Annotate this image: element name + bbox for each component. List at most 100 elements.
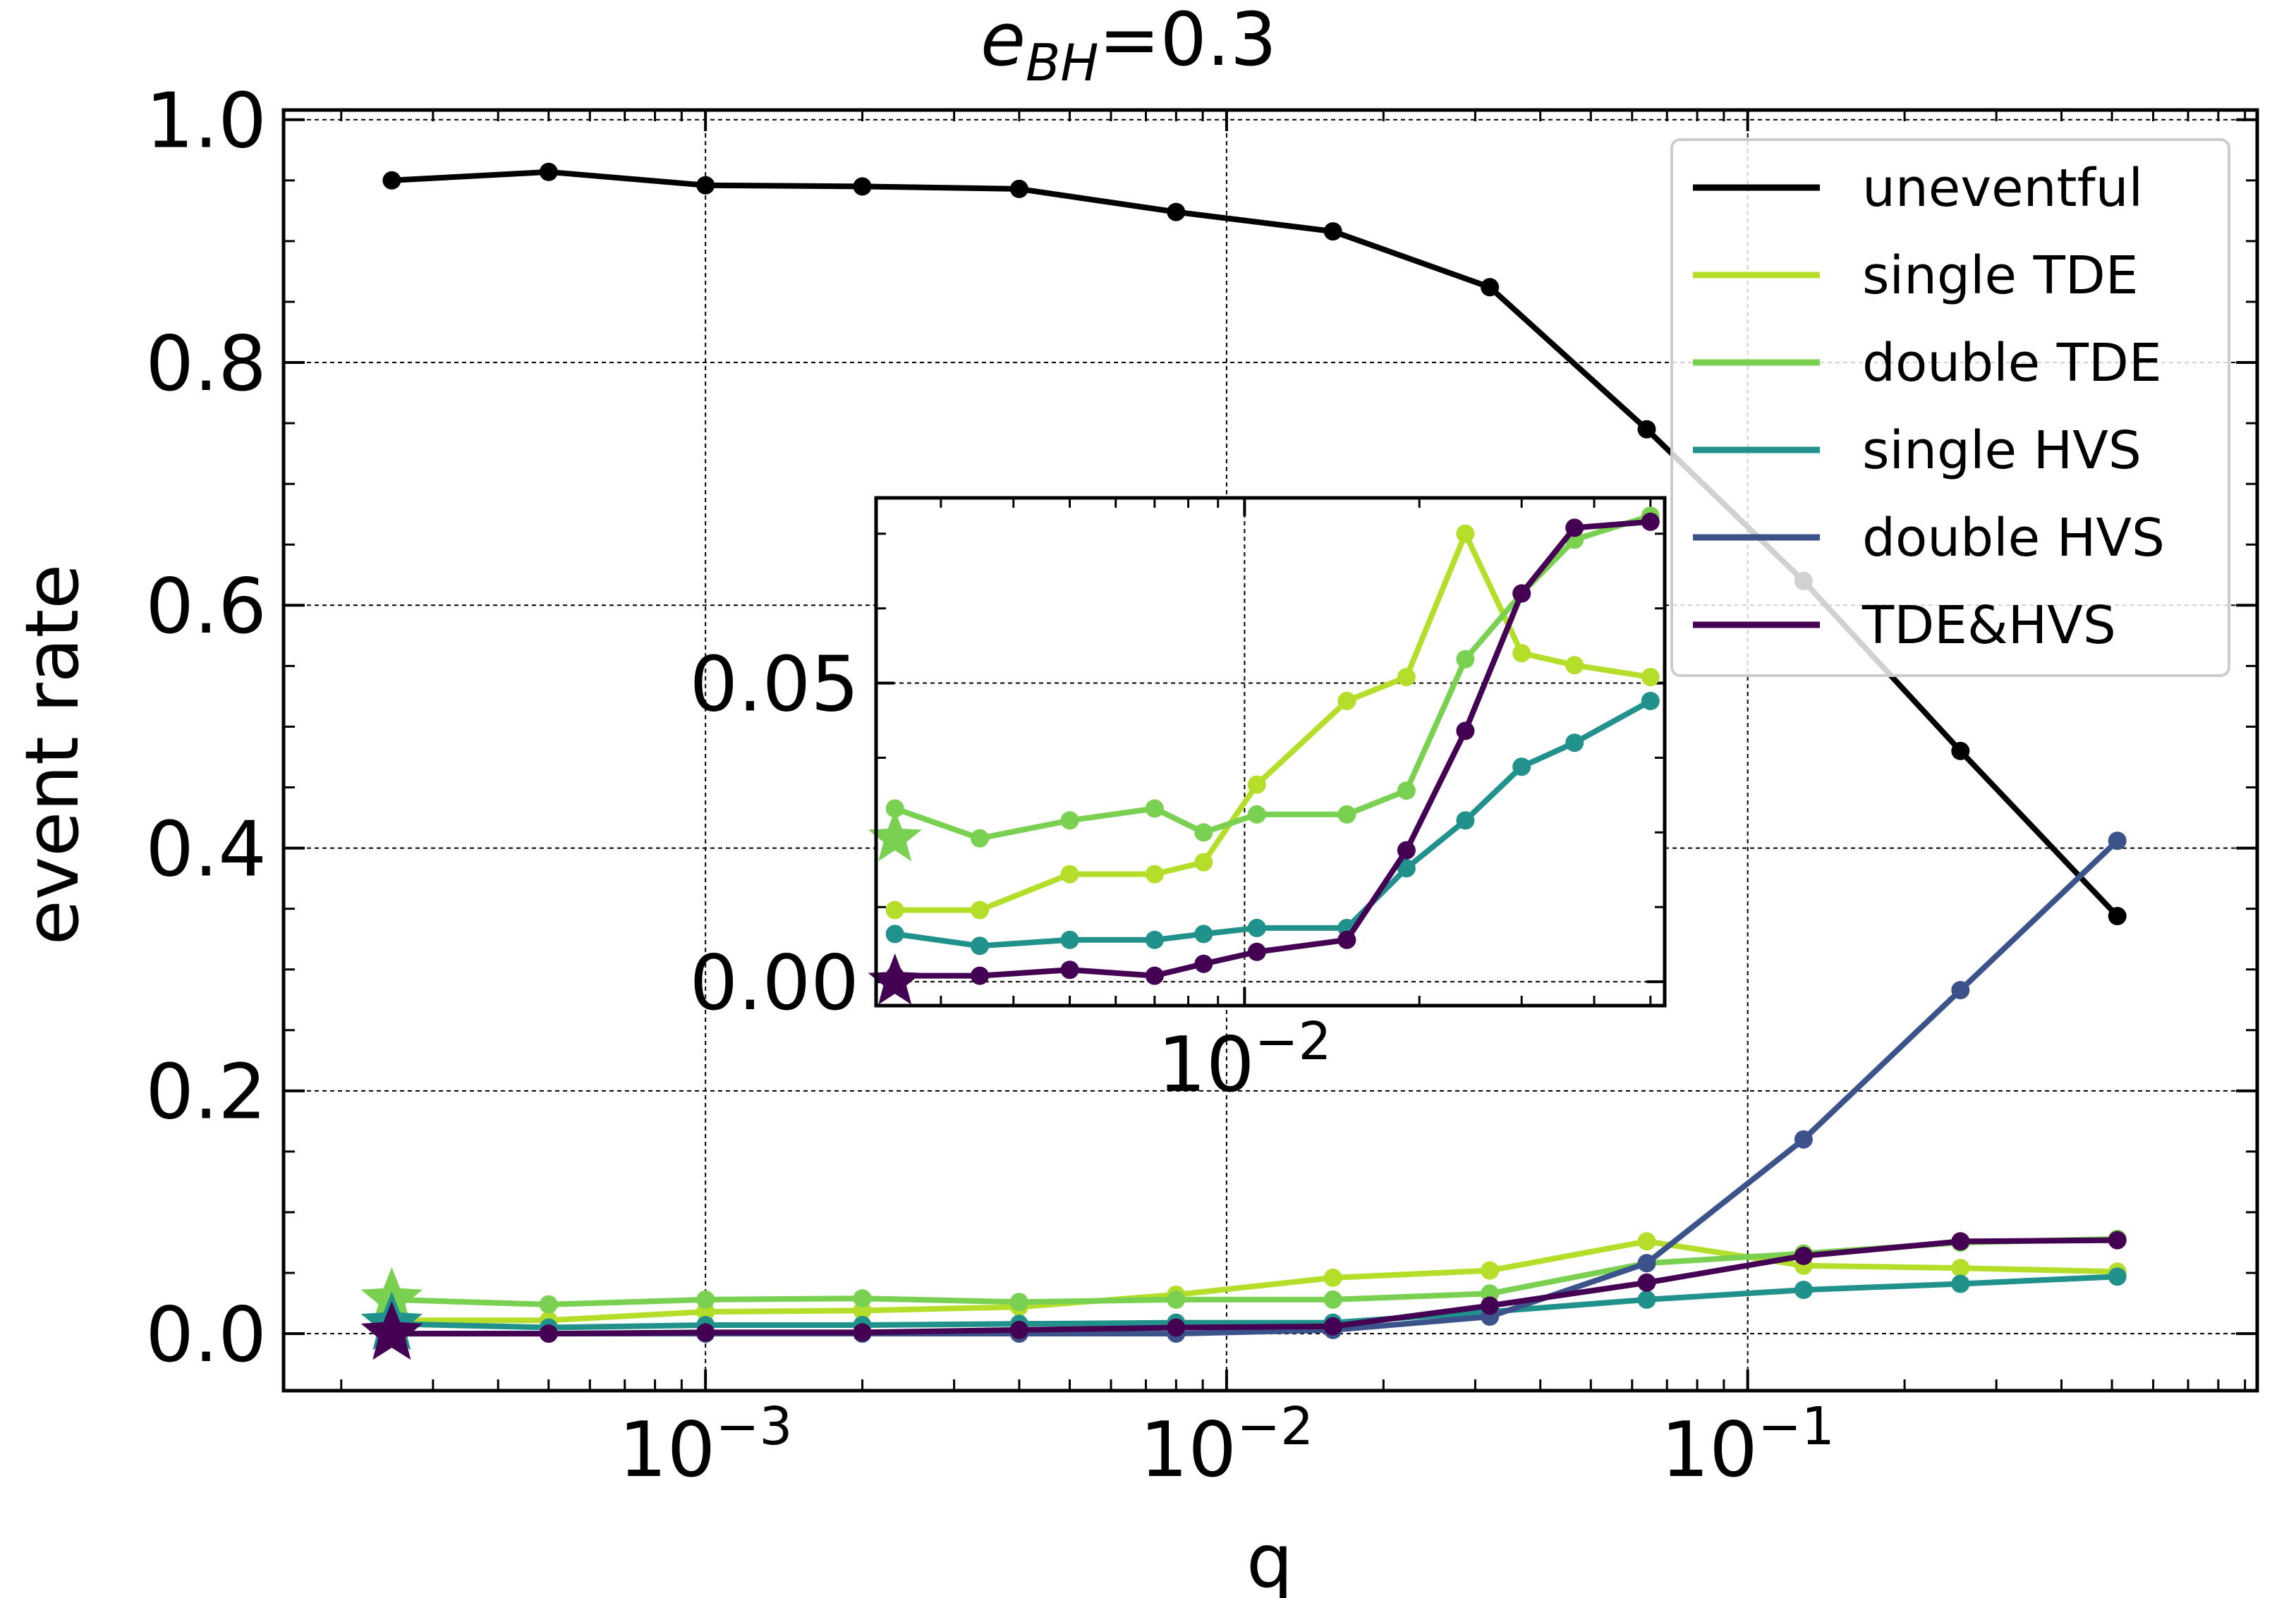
main-y-tick-label: 1.0 xyxy=(145,78,267,166)
main-point-single-tde xyxy=(1323,1268,1342,1287)
inset-point-single-tde xyxy=(885,901,904,920)
inset-point-tde-and-hvs xyxy=(1512,584,1531,603)
inset-point-tde-and-hvs xyxy=(1641,512,1660,531)
main-point-single-tde xyxy=(1951,1259,1970,1278)
main-x-tick-label: 10−1 xyxy=(1660,1396,1835,1494)
inset-point-single-hvs xyxy=(1641,692,1660,710)
main-point-uneventful xyxy=(696,176,715,195)
inset-point-double-tde xyxy=(1145,799,1164,818)
inset-point-single-hvs xyxy=(1247,918,1266,937)
legend-entry-single-tde: single TDE xyxy=(1693,245,2139,306)
main-tick-labels: 0.00.20.40.60.81.010−3 10−2 10−1 xyxy=(145,78,1835,1495)
main-point-tde-and-hvs xyxy=(696,1323,715,1342)
inset-point-tde-and-hvs xyxy=(1565,518,1584,537)
inset-line-single-hvs xyxy=(894,698,1652,949)
main-point-uneventful xyxy=(382,171,401,190)
x-axis-label: q xyxy=(1246,1518,1293,1598)
inset-point-single-tde xyxy=(1397,668,1416,687)
inset-point-single-hvs xyxy=(1456,811,1475,830)
main-ticks xyxy=(284,110,2257,1391)
inset-point-tde-and-hvs xyxy=(971,966,989,985)
legend-label-uneventful: uneventful xyxy=(1862,158,2143,219)
main-point-tde-and-hvs xyxy=(1481,1296,1500,1315)
main-series-tde-and-hvs xyxy=(382,1231,2127,1343)
inset-point-single-tde xyxy=(1194,853,1213,872)
main-point-uneventful xyxy=(1167,202,1186,221)
legend: uneventful single TDE double TDE single HVS… xyxy=(1670,138,2230,677)
main-point-tde-and-hvs xyxy=(1167,1318,1186,1337)
inset-point-double-tde xyxy=(885,799,904,818)
legend-label-double-hvs: double HVS xyxy=(1862,508,2165,568)
inset-point-double-tde xyxy=(1456,649,1475,669)
main-point-double-tde xyxy=(539,1295,558,1314)
inset-axes-frame xyxy=(874,496,1667,1008)
inset-line-tde-and-hvs xyxy=(894,518,1651,979)
inset-point-double-tde xyxy=(1247,805,1266,824)
main-point-uneventful xyxy=(1951,741,1970,760)
inset-point-single-tde xyxy=(1060,865,1079,884)
main-point-double-tde xyxy=(1323,1290,1342,1309)
inset-tick-labels: 0.00 0.05 10−2 xyxy=(690,640,1332,1109)
tick-base: 10 xyxy=(1158,1021,1254,1109)
main-point-double-tde xyxy=(853,1289,872,1308)
inset-point-double-tde xyxy=(1397,781,1416,800)
inset-point-tde-and-hvs xyxy=(1145,966,1164,985)
main-point-uneventful xyxy=(539,162,558,181)
legend-entry-single-hvs: single HVS xyxy=(1693,420,2142,481)
main-point-uneventful xyxy=(1481,278,1500,297)
main-point-double-tde xyxy=(1167,1290,1186,1309)
main-point-uneventful xyxy=(2108,907,2127,925)
main-y-tick-label: 0.8 xyxy=(145,320,267,408)
inset-point-single-hvs xyxy=(1397,859,1416,878)
inset-point-single-hvs xyxy=(1060,930,1079,949)
tick-exponent: −3 xyxy=(715,1396,792,1457)
inset-point-tde-and-hvs xyxy=(1397,841,1416,860)
inset-point-single-tde xyxy=(1247,775,1266,794)
tick-base: 10 xyxy=(1140,1406,1237,1494)
main-point-uneventful xyxy=(1323,222,1342,241)
inset-y-tick-label: 0.05 xyxy=(690,640,859,728)
main-line-single-tde xyxy=(391,1238,2118,1324)
inset-point-single-hvs xyxy=(885,925,904,944)
main-point-tde-and-hvs xyxy=(853,1323,872,1342)
inset-point-single-tde xyxy=(1512,644,1531,663)
inset-star-marker-double-tde xyxy=(868,810,922,862)
inset-point-double-tde xyxy=(971,829,989,848)
inset-point-single-hvs xyxy=(971,937,989,956)
legend-entry-uneventful: uneventful xyxy=(1693,158,2143,219)
main-line-single-hvs xyxy=(391,1274,2118,1331)
main-point-uneventful xyxy=(853,177,872,196)
main-point-single-hvs xyxy=(2108,1267,2127,1286)
inset-series xyxy=(868,506,1660,1005)
tick-base: 10 xyxy=(619,1406,715,1494)
inset-grid xyxy=(876,498,1665,1006)
main-point-uneventful xyxy=(1637,420,1656,439)
main-point-double-tde xyxy=(1009,1293,1028,1312)
main-line-tde-and-hvs xyxy=(391,1237,2118,1337)
legend-label-tde-and-hvs: TDE&HVS xyxy=(1861,595,2116,656)
main-star-marker-tde-and-hvs xyxy=(360,1301,423,1360)
inset-y-tick-label: 0.00 xyxy=(690,939,859,1027)
inset-point-tde-and-hvs xyxy=(1337,930,1356,949)
legend-entry-double-hvs: double HVS xyxy=(1693,508,2165,568)
inset-point-single-tde xyxy=(1145,865,1164,884)
inset-point-single-hvs xyxy=(1145,930,1164,949)
legend-entry-tde-and-hvs: TDE&HVS xyxy=(1693,595,2116,656)
main-point-double-tde xyxy=(696,1290,715,1309)
title-rest: =0.3 xyxy=(1098,0,1277,83)
tick-base: 10 xyxy=(1660,1406,1757,1494)
inset-point-single-hvs xyxy=(1512,757,1531,776)
main-point-single-hvs xyxy=(1637,1290,1656,1309)
legend-label-single-tde: single TDE xyxy=(1862,245,2139,306)
tick-exponent: −1 xyxy=(1758,1396,1835,1457)
main-point-single-tde xyxy=(1637,1232,1656,1251)
inset-point-single-tde xyxy=(1456,524,1475,543)
inset-x-tick-label: 10−2 xyxy=(1158,1011,1332,1109)
inset-point-double-tde xyxy=(1194,823,1213,842)
main-point-single-hvs xyxy=(1951,1274,1970,1293)
legend-entry-double-tde: double TDE xyxy=(1693,333,2162,394)
inset-point-single-tde xyxy=(971,901,989,920)
chart-title: eBH=0.3 xyxy=(980,0,1277,92)
legend-entries: uneventful single TDE double TDE single HVS… xyxy=(1693,158,2165,656)
